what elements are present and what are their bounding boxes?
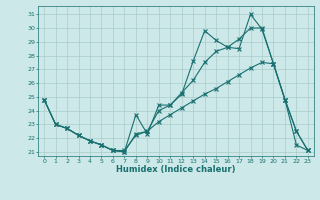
X-axis label: Humidex (Indice chaleur): Humidex (Indice chaleur) bbox=[116, 165, 236, 174]
